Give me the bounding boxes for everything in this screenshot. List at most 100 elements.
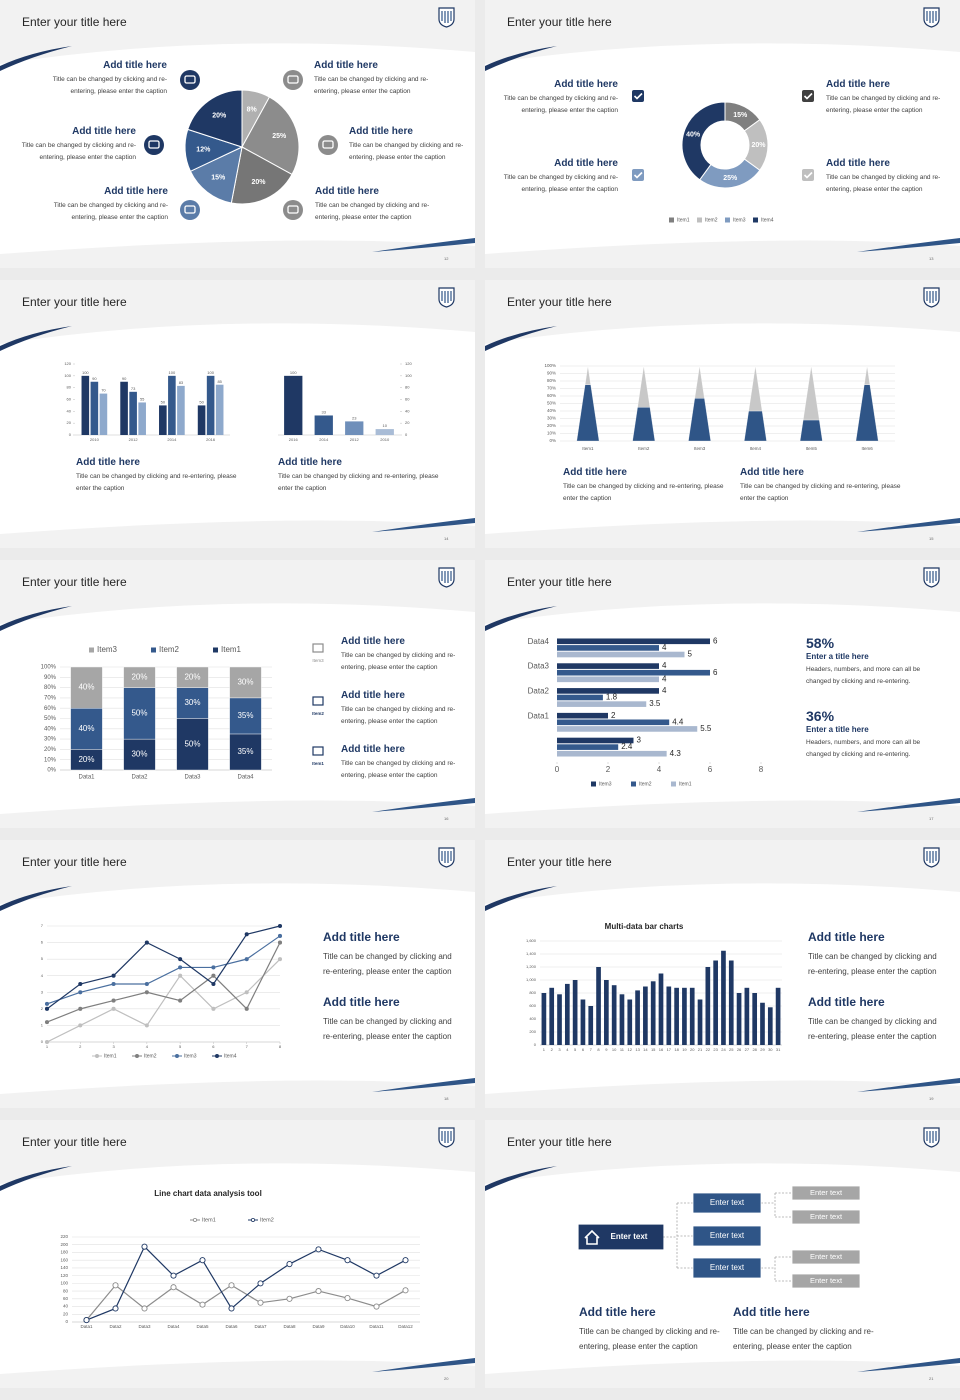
y-tick-label: 120	[64, 361, 71, 366]
bar	[557, 669, 710, 676]
block-heading: Add title here	[341, 690, 405, 701]
bar	[744, 987, 750, 1045]
y-tick-label: 800	[529, 990, 536, 995]
point	[144, 1023, 149, 1028]
data-label: 70	[101, 388, 106, 393]
point	[78, 1006, 83, 1011]
slide: Line chart data analysis tool 0 20 40 60 80 10…	[0, 1120, 475, 1388]
logo	[923, 847, 940, 868]
point	[286, 1260, 293, 1268]
point	[199, 1257, 206, 1264]
point	[211, 1006, 216, 1011]
point	[277, 940, 283, 945]
page-number: 17	[929, 816, 934, 821]
bar	[90, 381, 99, 435]
y-tick-label: 60%	[547, 393, 556, 398]
data-label: 25%	[723, 175, 738, 182]
x-tick-label: 3	[558, 1047, 561, 1052]
block-text: Title can be changed by clicking and re-…	[341, 760, 456, 779]
legend-label: Item3	[599, 781, 612, 787]
x-tick-label: 17	[667, 1047, 672, 1052]
bar	[760, 1002, 765, 1045]
point	[178, 965, 183, 970]
slide-title: Enter your title here	[22, 15, 127, 29]
bar	[557, 701, 647, 707]
y-tick-label: 60%	[44, 706, 57, 712]
slide-title: Enter your title here	[507, 575, 612, 589]
icon-glyph	[148, 140, 160, 149]
x-tick-label: Data1	[80, 1324, 93, 1329]
y-tick-label: 80	[67, 385, 72, 390]
x-tick-label: 22	[706, 1047, 711, 1052]
x-tick-label: Data10	[340, 1324, 355, 1329]
x-tick-label: 24	[721, 1047, 726, 1052]
bar	[129, 391, 137, 435]
bar	[650, 981, 656, 1045]
bar	[557, 712, 608, 719]
y-tick-label: 100%	[41, 665, 57, 671]
x-tick-label: 26	[737, 1047, 742, 1052]
x-tick-label: 5	[574, 1047, 577, 1052]
x-tick-label: 6	[212, 1044, 215, 1049]
y-tick-label: 90%	[44, 675, 57, 681]
bar	[138, 402, 146, 435]
pyramid-segment	[799, 419, 823, 442]
data-label: 100	[82, 370, 89, 375]
bar-segment	[123, 738, 156, 771]
legend-swatch	[753, 217, 758, 223]
data-label: 4.3	[670, 749, 682, 758]
icon	[180, 200, 200, 220]
bar	[541, 993, 547, 1045]
x-tick-label: Item2	[638, 446, 650, 451]
node-label: Enter text	[710, 1231, 745, 1240]
data-label: 4	[662, 661, 667, 670]
block-text: Title can be changed by clicking and re-…	[808, 1017, 937, 1041]
y-tick-label: 10%	[44, 757, 57, 763]
bar-segment	[176, 718, 209, 771]
logo	[923, 1127, 940, 1148]
data-label: 5.5	[700, 724, 712, 733]
pyramid-segment	[584, 365, 591, 385]
data-label: 6	[713, 636, 718, 645]
data-label: 5	[688, 650, 693, 659]
point	[78, 1023, 83, 1028]
bar	[674, 987, 679, 1045]
bar	[580, 999, 586, 1045]
x-tick-label: 27	[745, 1047, 750, 1052]
bar	[557, 676, 659, 683]
bar	[557, 663, 659, 669]
stat-value: 58%	[806, 635, 835, 651]
point	[228, 1305, 235, 1312]
bar	[557, 645, 659, 651]
y-tick-label: 5	[41, 956, 44, 961]
bar	[215, 384, 224, 435]
x-tick-label: 29	[760, 1047, 765, 1052]
block-text: Title can be changed by clicking and re-…	[740, 483, 901, 502]
point	[257, 1299, 264, 1306]
data-label: 50	[199, 399, 204, 404]
logo	[438, 287, 455, 308]
slide-title: Enter your title here	[507, 1135, 612, 1149]
pyramid-segment	[864, 365, 871, 385]
point	[144, 990, 149, 995]
legend-swatch	[697, 217, 702, 223]
data-label: 85	[217, 379, 222, 384]
data-label: 3	[637, 736, 642, 745]
text-block: Add title here Title can be changed by cl…	[341, 744, 466, 782]
stat-block: 58% Enter a title here Headers, numbers, a…	[806, 635, 936, 688]
block-text: Title can be changed by clicking and re-…	[314, 76, 429, 95]
y-tick-label: 200	[529, 1029, 536, 1034]
slide: 0% 10% 20% 30% 40% 50% 60% 70% 80% 90% 100% Data1 20…	[0, 560, 475, 828]
x-tick-label: 30	[768, 1047, 773, 1052]
checkbox	[802, 90, 814, 102]
bar	[345, 421, 364, 435]
bar	[557, 737, 634, 744]
text-block: Add title here Title can be changed by cl…	[323, 995, 463, 1044]
x-tick-label: 25	[729, 1047, 734, 1052]
slide: Enter text Enter text Enter text Enter text…	[485, 1120, 960, 1388]
x-tick-label: Data2	[109, 1324, 122, 1329]
block-heading: Add title here	[341, 636, 405, 647]
bar	[619, 994, 625, 1045]
slice	[241, 96, 300, 176]
